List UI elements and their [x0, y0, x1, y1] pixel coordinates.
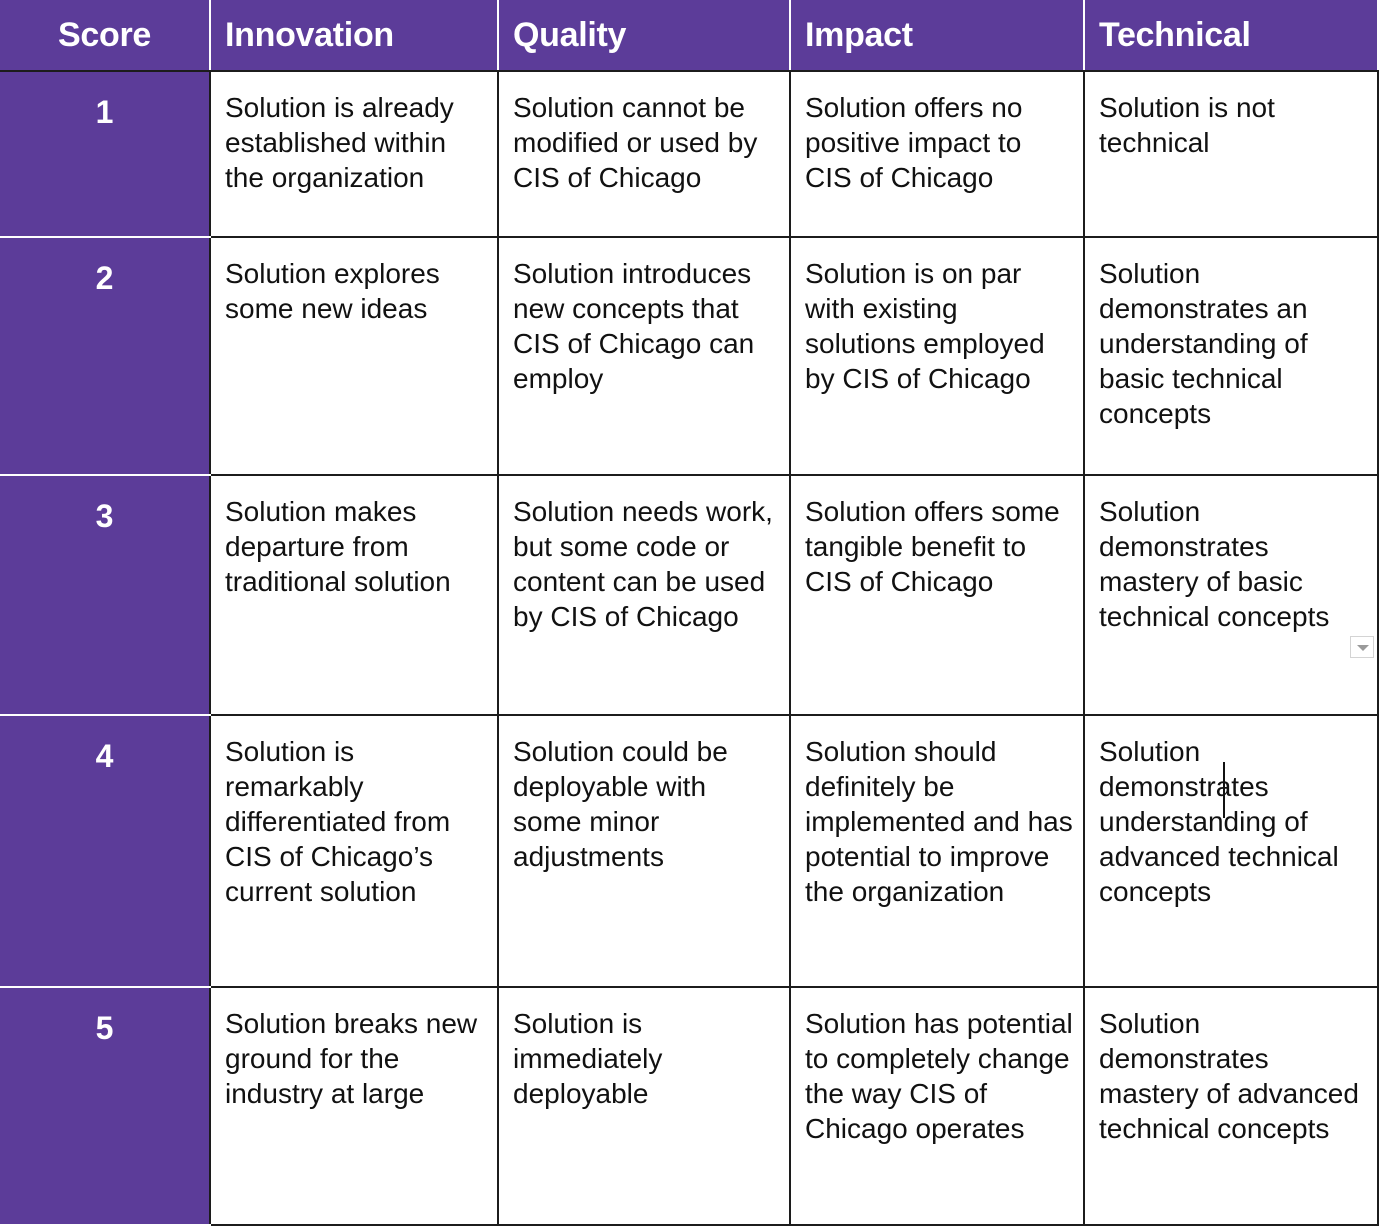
table-row: 2 Solution explores some new ideas Solut… — [0, 236, 1379, 476]
quality-cell[interactable]: Solution introduces new concepts that CI… — [497, 236, 791, 476]
impact-cell[interactable]: Solution offers no positive impact to CI… — [789, 70, 1085, 238]
impact-cell[interactable]: Solution is on par with existing solutio… — [789, 236, 1085, 476]
innovation-cell[interactable]: Solution explores some new ideas — [209, 236, 499, 476]
technical-cell[interactable]: Solution is not technical — [1083, 70, 1379, 238]
impact-cell[interactable]: Solution should definitely be implemente… — [789, 714, 1085, 988]
innovation-cell[interactable]: Solution is remarkably differentiated fr… — [209, 714, 499, 988]
column-header-impact[interactable]: Impact — [789, 0, 1085, 72]
impact-cell[interactable]: Solution has potential to completely cha… — [789, 986, 1085, 1226]
header-row: Score Innovation Quality Impact Technica… — [0, 0, 1379, 72]
technical-cell[interactable]: Solution demonstrates an understanding o… — [1083, 236, 1379, 476]
technical-cell[interactable]: Solution demonstrates mastery of basic t… — [1083, 474, 1379, 716]
column-header-innovation[interactable]: Innovation — [209, 0, 499, 72]
impact-cell[interactable]: Solution offers some tangible benefit to… — [789, 474, 1085, 716]
column-header-quality[interactable]: Quality — [497, 0, 791, 72]
score-cell[interactable]: 5 — [0, 986, 211, 1226]
quality-cell[interactable]: Solution is immediately deployable — [497, 986, 791, 1226]
table-row: 5 Solution breaks new ground for the ind… — [0, 986, 1379, 1226]
score-cell[interactable]: 1 — [0, 70, 211, 238]
quality-cell[interactable]: Solution could be deployable with some m… — [497, 714, 791, 988]
text-cursor — [1223, 762, 1225, 818]
column-header-score[interactable]: Score — [0, 0, 211, 72]
table-row: 3 Solution makes departure from traditio… — [0, 474, 1379, 716]
score-cell[interactable]: 3 — [0, 474, 211, 716]
table-row: 1 Solution is already established within… — [0, 70, 1379, 238]
quality-cell[interactable]: Solution cannot be modified or used by C… — [497, 70, 791, 238]
innovation-cell[interactable]: Solution makes departure from traditiona… — [209, 474, 499, 716]
innovation-cell[interactable]: Solution is already established within t… — [209, 70, 499, 238]
column-header-technical[interactable]: Technical — [1083, 0, 1379, 72]
score-cell[interactable]: 2 — [0, 236, 211, 476]
score-cell[interactable]: 4 — [0, 714, 211, 988]
table-row: 4 Solution is remarkably differentiated … — [0, 714, 1379, 988]
technical-cell[interactable]: Solution demonstrates mastery of advance… — [1083, 986, 1379, 1226]
quality-cell[interactable]: Solution needs work, but some code or co… — [497, 474, 791, 716]
innovation-cell[interactable]: Solution breaks new ground for the indus… — [209, 986, 499, 1226]
technical-cell[interactable]: Solution demonstrates understanding of a… — [1083, 714, 1379, 988]
cell-menu-chevron-down-icon[interactable] — [1350, 636, 1374, 658]
